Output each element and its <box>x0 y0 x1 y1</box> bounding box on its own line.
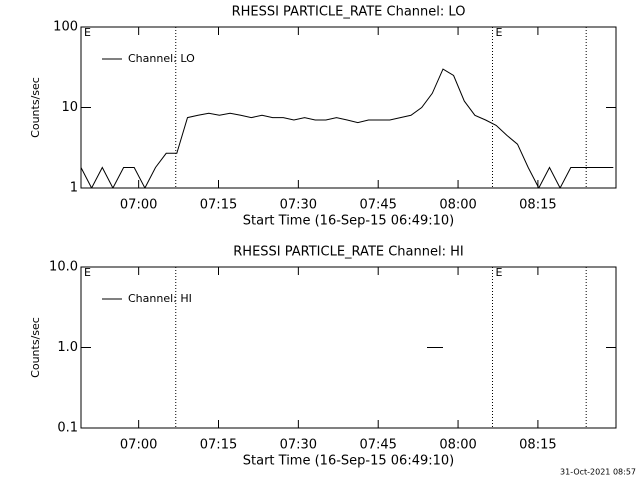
x-tick-label: 08:15 <box>519 438 556 453</box>
x-tick-label: 07:15 <box>200 438 237 453</box>
x-tick-label: 07:00 <box>120 198 157 213</box>
x-tick-label: 08:00 <box>439 438 476 453</box>
y-tick-label: 1 <box>70 181 78 196</box>
y-tick-label: 10.0 <box>49 260 78 275</box>
chart-title: RHESSI PARTICLE_RATE Channel: LO <box>232 5 466 20</box>
annotation: E <box>84 266 91 279</box>
y-tick-label: 1.0 <box>57 340 78 355</box>
data-line <box>81 68 614 188</box>
x-axis-label: Start Time (16-Sep-15 06:49:10) <box>243 214 454 229</box>
x-tick-label: 07:00 <box>120 438 157 453</box>
legend-label: Channel: LO <box>128 52 195 65</box>
legend-label: Channel: HI <box>128 292 192 305</box>
x-tick-label: 07:15 <box>200 198 237 213</box>
y-axis-label: Counts/sec <box>29 77 42 138</box>
chart-title: RHESSI PARTICLE_RATE Channel: HI <box>233 245 463 260</box>
footer: 31-Oct-2021 08:57 <box>560 468 636 477</box>
y-axis-label: Counts/sec <box>29 317 42 378</box>
annotation: E <box>495 26 502 39</box>
y-tick-label: 100 <box>53 20 78 35</box>
y-tick-label: 0.1 <box>57 421 78 436</box>
x-axis-label: Start Time (16-Sep-15 06:49:10) <box>243 454 454 469</box>
x-tick-label: 07:45 <box>359 198 396 213</box>
x-tick-label: 07:30 <box>280 198 317 213</box>
x-tick-label: 08:00 <box>439 198 476 213</box>
y-tick-label: 10 <box>61 100 78 115</box>
x-tick-label: 08:15 <box>519 198 556 213</box>
x-tick-label: 07:30 <box>280 438 317 453</box>
annotation: E <box>495 266 502 279</box>
annotation: E <box>84 26 91 39</box>
x-tick-label: 07:45 <box>359 438 396 453</box>
